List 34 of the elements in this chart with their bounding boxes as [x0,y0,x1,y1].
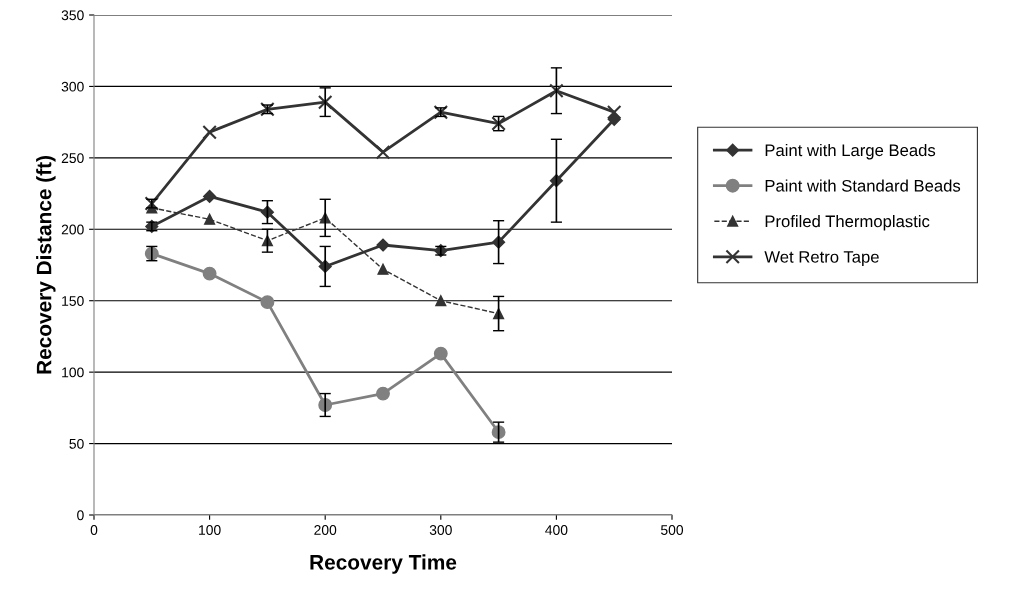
y-tick-label: 200 [61,224,84,235]
point [260,295,275,310]
point [204,213,216,225]
point [317,94,333,110]
point [202,124,217,140]
legend-label: Paint with Standard Beads [765,179,961,192]
point [377,263,389,275]
y-tick-label: 300 [61,81,84,92]
y-axis-title: Recovery Distance (ft) [36,156,56,374]
x-tick-label: 100 [199,525,221,535]
x-tick-label: 500 [660,525,684,535]
point [202,266,217,281]
point [376,386,390,401]
y-tick-label: 50 [69,438,84,449]
y-tick-label: 150 [62,296,84,306]
point [203,189,217,204]
point [606,104,622,120]
point [435,295,447,307]
x-axis-title: Recovery Time [310,554,457,574]
x-tick-label: 400 [545,525,568,535]
legend-label: Paint with Large Beads [765,143,936,160]
y-tick-label: 100 [62,367,84,378]
legend-label: Profiled Thermoplastic [765,215,930,231]
point [375,144,391,160]
point [433,346,448,361]
y-tick-label: 0 [77,510,84,521]
x-tick-label: 0 [90,525,98,535]
point [376,238,390,252]
y-tick-label: 250 [61,153,84,164]
x-tick-label: 300 [429,525,452,535]
x-tick-label: 200 [314,525,337,535]
point [549,83,564,98]
y-tick-label: 350 [61,10,84,21]
legend-label: Wet Retro Tape [764,251,879,267]
